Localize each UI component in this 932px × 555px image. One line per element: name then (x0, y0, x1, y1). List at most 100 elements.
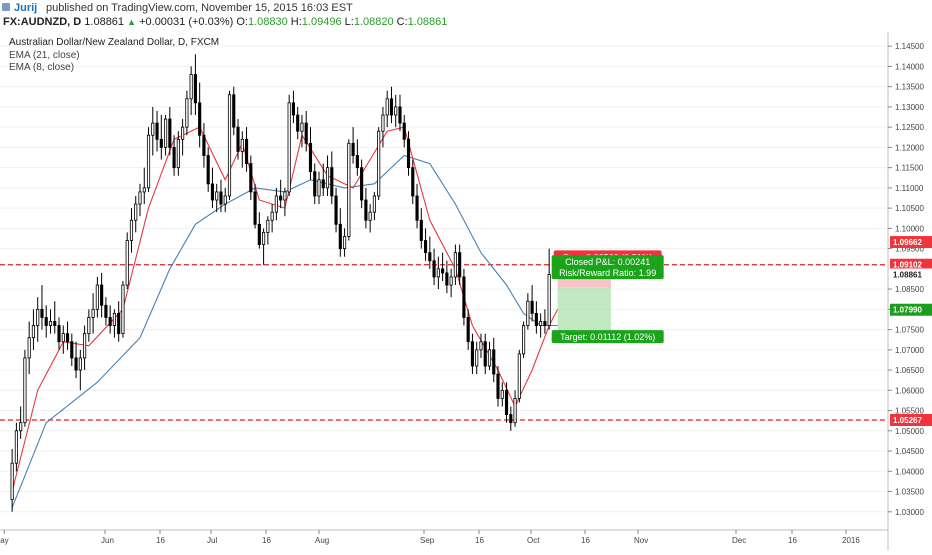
candle-body (423, 240, 428, 254)
candle-body (287, 102, 291, 193)
candle-body (398, 106, 402, 124)
price-tick-label: 1.03500 (895, 488, 924, 497)
candle-body (53, 321, 57, 326)
price-tick-label: 1.10000 (895, 224, 924, 233)
symbol-label[interactable]: FX:AUDNZD, D (3, 16, 82, 28)
horizontal-lines[interactable] (0, 264, 888, 421)
price-tick-label: 1.09500 (895, 245, 924, 254)
price-tick-label: 1.07000 (895, 346, 924, 355)
candle-body (227, 94, 232, 197)
time-tick-label: 16 (581, 536, 590, 545)
candle-body (377, 130, 381, 197)
candle-body (360, 167, 364, 201)
publisher-text: published on TradingView.com, November 1… (46, 2, 353, 14)
price-chart[interactable]: Stop: 0.00560 (0.51%)Closed P&L: 0.00241… (0, 32, 932, 550)
candle-body (296, 114, 300, 132)
time-axis[interactable]: ay Jun 16 Jul 16 Aug Sep 16 Oct 16 Nov Dec 16 2016 (0, 529, 888, 545)
closed-pnl-label-bg (551, 255, 664, 269)
time-tick-label: Jun (101, 536, 114, 545)
candle-body (470, 341, 475, 367)
candle-body (279, 195, 283, 201)
time-tick-label: 2016 (842, 536, 860, 545)
candle-body (509, 414, 513, 424)
candle-body (155, 122, 159, 140)
price-tag-label: 1.09662 (893, 238, 922, 247)
candle-body (270, 211, 274, 221)
candle-body (372, 195, 376, 213)
candle-body (462, 276, 466, 318)
candle-body (253, 191, 257, 225)
publisher-bar: Jurij published on TradingView.com, Nove… (0, 0, 932, 16)
target-label: Target: 0.01112 (1.02%) (560, 332, 655, 342)
short-position-tool[interactable]: Stop: 0.00560 (0.51%)Closed P&L: 0.00241… (551, 250, 664, 344)
time-tick-label: Dec (732, 536, 746, 545)
candle-body (445, 272, 449, 286)
candle-body (172, 146, 176, 169)
candle-body (539, 321, 543, 326)
low-label: L: (344, 16, 354, 28)
time-tick-label: Oct (527, 536, 540, 545)
publisher-user[interactable]: Jurij (14, 2, 38, 14)
candle-body (249, 163, 253, 193)
price-tag[interactable] (890, 268, 932, 281)
open-label: O: (236, 16, 248, 28)
candle-body (232, 94, 236, 128)
candle-body (274, 195, 278, 213)
price-tick-label: 1.14000 (895, 62, 924, 71)
candle-body (381, 114, 385, 132)
candle-body (364, 199, 368, 221)
price-tag[interactable] (890, 303, 932, 316)
price-tag-label: 1.07990 (893, 306, 922, 315)
candle-body (389, 98, 394, 116)
candle-body (534, 312, 538, 326)
candle-body (125, 240, 129, 286)
candle-body (27, 337, 31, 359)
candle-body (181, 126, 185, 140)
candle-body (159, 138, 163, 148)
candle-body (458, 252, 462, 278)
time-tick-label: Nov (634, 536, 648, 545)
price-tag-label: 1.09102 (893, 261, 922, 270)
price-tag[interactable] (890, 413, 932, 426)
chart-legend: Australian Dollar/New Zealand Dollar, D,… (9, 37, 219, 73)
candle-body (65, 333, 70, 343)
candle-body (223, 195, 227, 205)
legend-ema8: EMA (8, close) (9, 62, 74, 73)
low-value: 1.08820 (353, 16, 394, 28)
candles (10, 54, 551, 512)
candle-body (14, 430, 18, 464)
price-tick-label: 1.04500 (895, 447, 924, 456)
candle-body (402, 122, 406, 140)
candle-body (325, 167, 330, 189)
close-value: 1.08861 (407, 16, 448, 28)
candle-body (129, 219, 134, 241)
price-axis[interactable]: 1.14500 1.14000 1.13500 1.13000 1.12500 1.120… (887, 32, 932, 550)
price-tick-label: 1.08500 (895, 285, 924, 294)
high-value: 1.09496 (301, 16, 342, 28)
candle-body (117, 312, 121, 335)
candle-body (163, 118, 168, 148)
candle-body (108, 317, 112, 326)
price-tag[interactable] (890, 236, 932, 249)
candle-body (189, 74, 193, 100)
candle-body (142, 187, 146, 193)
candle-body (304, 122, 308, 144)
candle-body (215, 191, 219, 201)
candle-body (219, 191, 223, 205)
price-tag[interactable] (890, 258, 932, 271)
candle-body (500, 389, 504, 399)
time-tick-label: 16 (475, 536, 484, 545)
candle-body (206, 155, 210, 185)
candle-body (475, 349, 479, 367)
price-tick-label: 1.12000 (895, 143, 924, 152)
candle-body (300, 122, 304, 132)
candle-body (283, 191, 287, 201)
legend-ema21: EMA (21, close) (9, 50, 80, 61)
time-tick-label: Jul (207, 536, 217, 545)
candle-body (487, 349, 492, 367)
price-tick-label: 1.07500 (895, 326, 924, 335)
time-tick-label: 16 (262, 536, 271, 545)
candle-body (23, 357, 27, 424)
candle-body (236, 126, 240, 152)
chart-area[interactable]: Stop: 0.00560 (0.51%)Closed P&L: 0.00241… (0, 32, 932, 550)
